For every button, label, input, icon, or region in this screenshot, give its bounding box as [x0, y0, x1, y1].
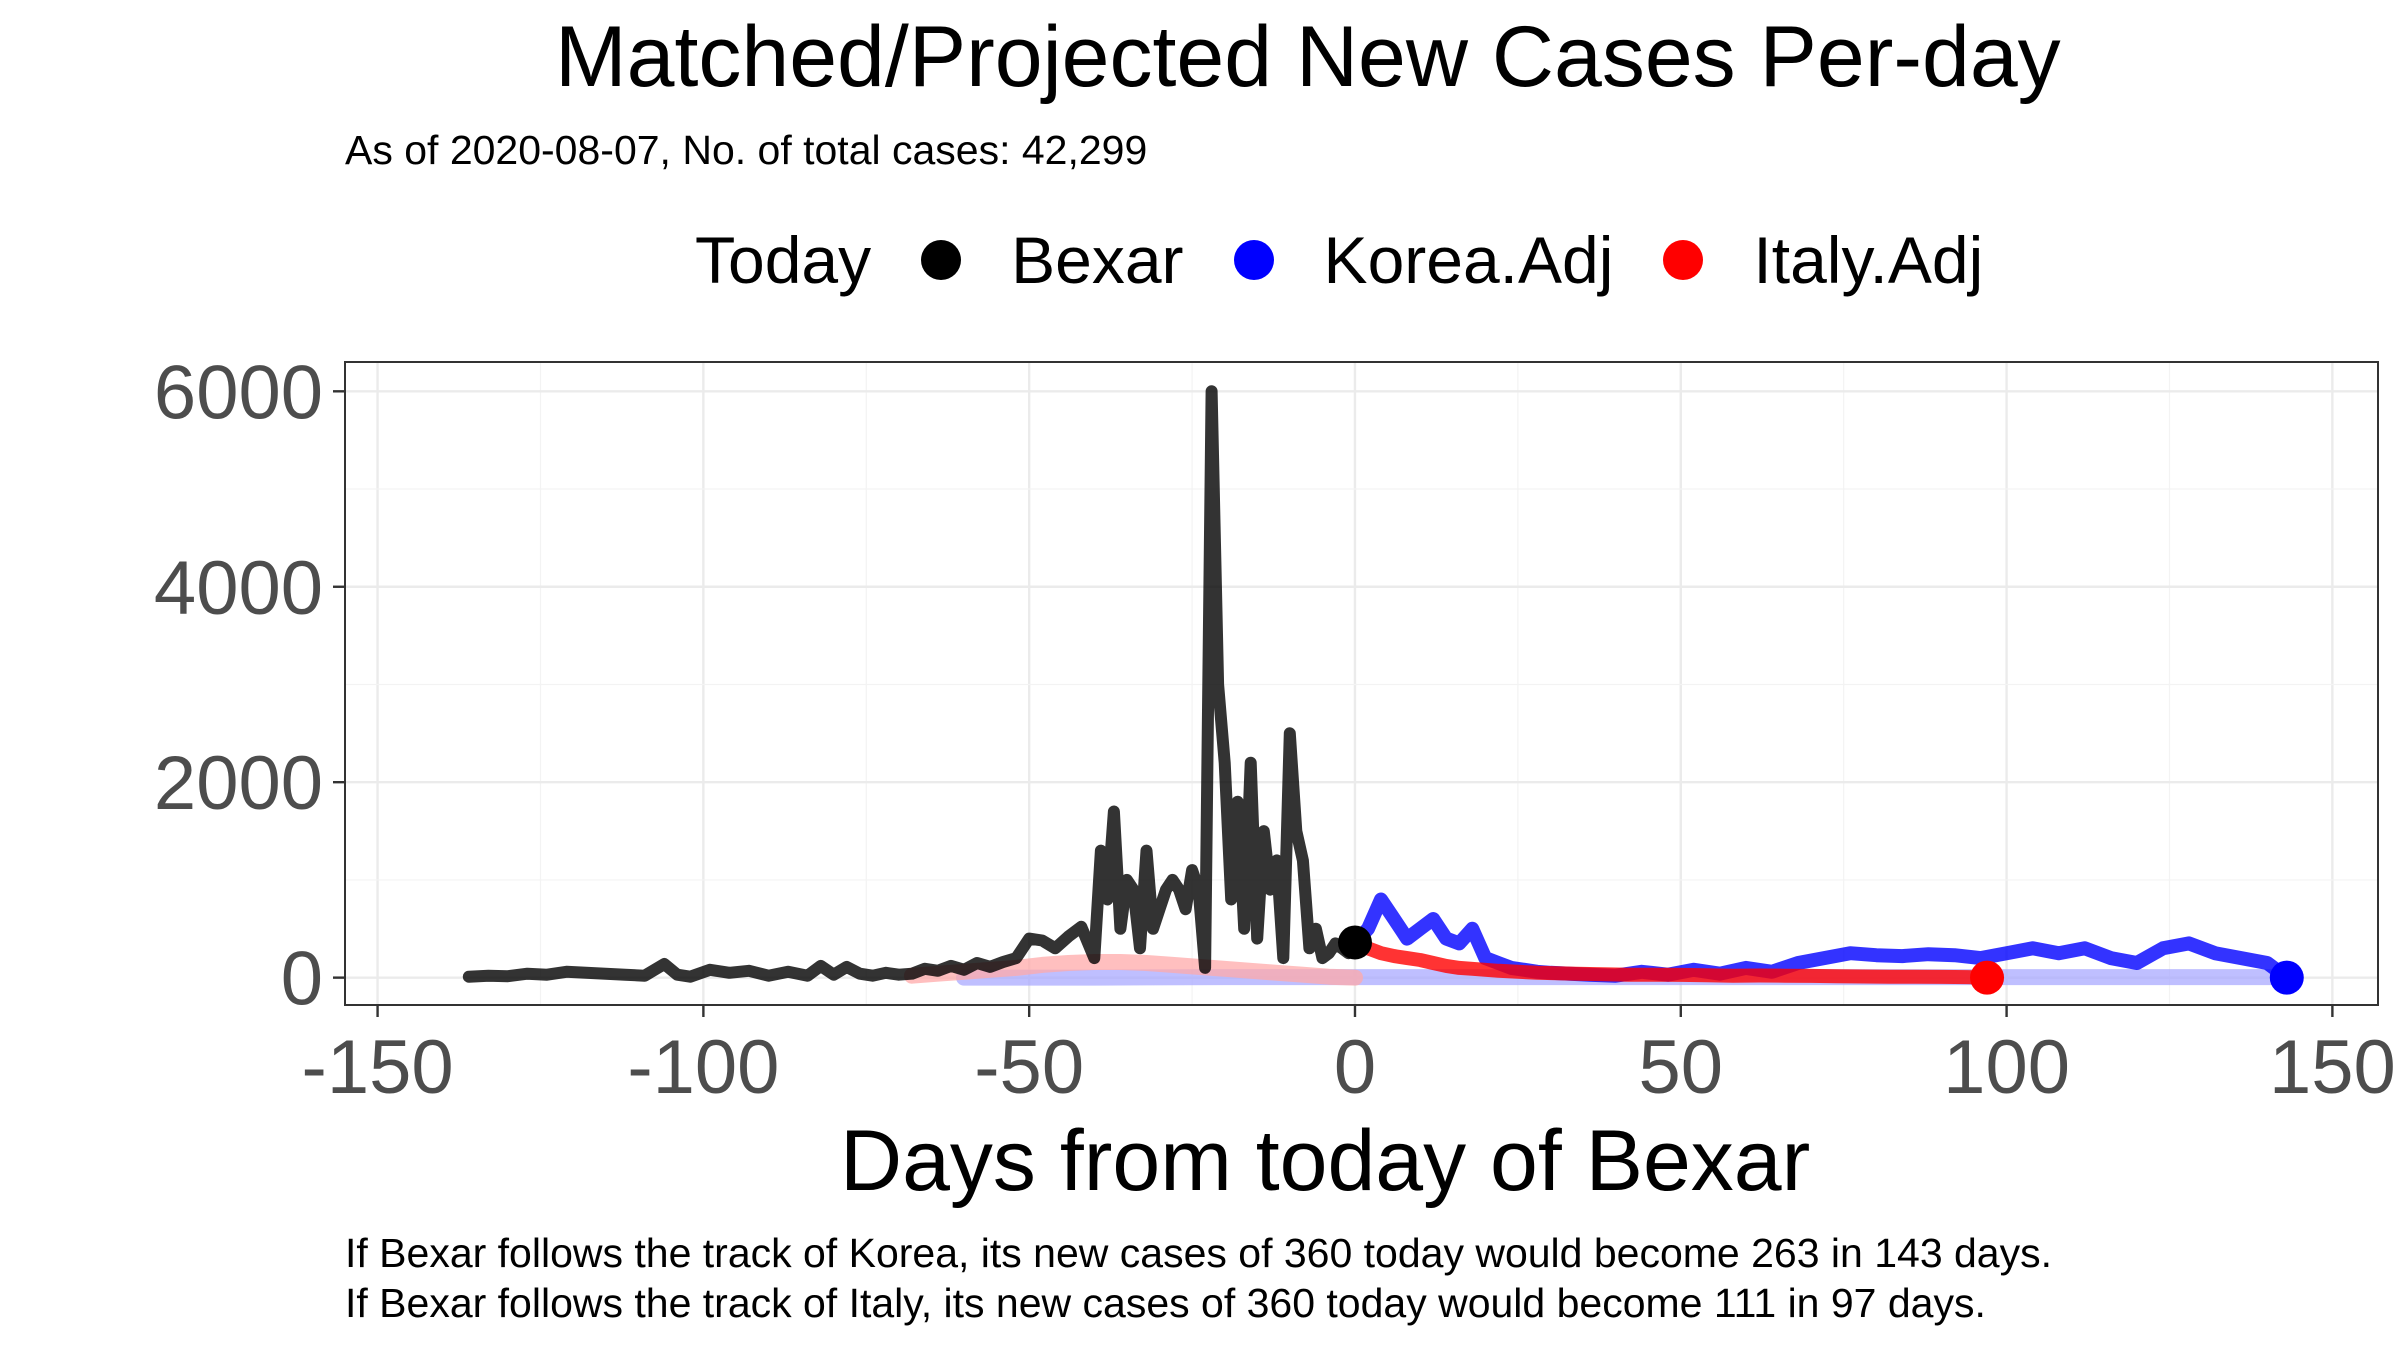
x-axis-label: Days from today of Bexar — [840, 1113, 1811, 1209]
series-line-italy-adj — [1348, 935, 1994, 985]
today-point-korea-adj — [2269, 960, 2304, 995]
x-tick-label: -50 — [974, 1025, 1084, 1110]
series-layer — [462, 385, 2295, 986]
grid-lines — [345, 362, 2378, 1005]
panel-border — [344, 361, 2379, 1006]
legend-label-bexar: Bexar — [1011, 223, 1184, 297]
chart-title: Matched/Projected New Cases Per-day — [555, 9, 2061, 105]
legend: Today Bexar Korea.Adj Italy.Adj — [695, 215, 2033, 305]
axis-ticks: -150 -100 -50 0 50 100 150 0 2000 4000 6000 — [154, 350, 2396, 1110]
y-tick-label: 2000 — [154, 741, 323, 826]
x-tick-label: -150 — [302, 1025, 454, 1110]
legend-label-italy: Italy.Adj — [1753, 223, 1984, 297]
today-point-italy-adj — [1970, 960, 2005, 995]
series-line-bexar — [462, 385, 1361, 983]
today-points-layer — [1337, 925, 2304, 995]
legend-dot-korea — [1233, 240, 1274, 280]
legend-item-italy: Italy.Adj — [1663, 222, 1983, 298]
legend-dot-bexar — [921, 240, 962, 280]
legend-dot-italy — [1663, 240, 1704, 280]
caption-italy: If Bexar follows the track of Italy, its… — [345, 1280, 1986, 1326]
legend-label-korea: Korea.Adj — [1323, 223, 1614, 297]
x-tick-label: 100 — [1943, 1025, 2070, 1110]
y-tick-label: 4000 — [154, 546, 323, 631]
chart-subtitle: As of 2020-08-07, No. of total cases: 42… — [345, 127, 1148, 173]
x-tick-label: 150 — [2269, 1025, 2396, 1110]
legend-title: Today — [695, 223, 872, 297]
caption-korea: If Bexar follows the track of Korea, its… — [345, 1230, 2053, 1276]
legend-item-korea: Korea.Adj — [1233, 222, 1614, 298]
x-tick-label: 50 — [1639, 1025, 1724, 1110]
legend-item-bexar: Bexar — [921, 222, 1184, 298]
x-tick-label: -100 — [627, 1025, 779, 1110]
x-tick-label: 0 — [1334, 1025, 1376, 1110]
y-tick-label: 6000 — [154, 350, 323, 435]
y-tick-label: 0 — [281, 937, 323, 1022]
today-point-bexar — [1337, 925, 1372, 960]
